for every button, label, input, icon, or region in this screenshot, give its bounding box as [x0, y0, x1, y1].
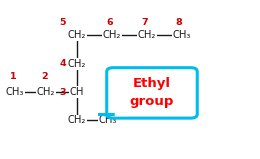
Text: 7: 7 [141, 18, 147, 27]
Text: 1: 1 [10, 72, 17, 81]
Text: CH₃: CH₃ [173, 30, 191, 40]
Text: CH₂: CH₂ [103, 30, 121, 40]
FancyBboxPatch shape [107, 68, 197, 118]
Text: 5: 5 [60, 18, 66, 27]
Text: CH₂: CH₂ [37, 87, 55, 97]
Text: CH₂: CH₂ [138, 30, 156, 40]
Text: 8: 8 [176, 18, 183, 27]
Text: CH₂: CH₂ [68, 115, 86, 125]
Text: CH₃: CH₃ [99, 115, 117, 125]
Text: CH₂: CH₂ [68, 59, 86, 69]
Text: CH₂: CH₂ [68, 30, 86, 40]
Text: CH: CH [70, 87, 84, 97]
Text: Ethyl
group: Ethyl group [130, 77, 174, 108]
Text: 4: 4 [60, 59, 66, 68]
Text: 2: 2 [41, 72, 48, 81]
Text: 3: 3 [60, 88, 66, 97]
Text: 6: 6 [106, 18, 113, 27]
Text: CH₃: CH₃ [6, 87, 24, 97]
